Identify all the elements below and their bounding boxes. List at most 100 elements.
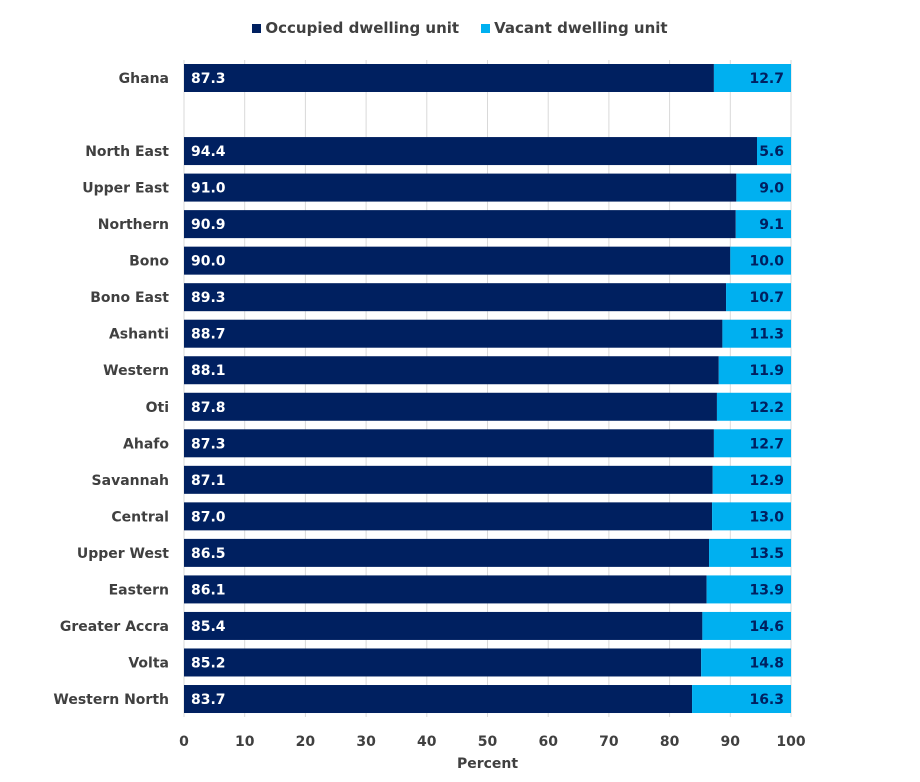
legend-item-vacant: Vacant dwelling unit (481, 19, 668, 37)
data-label-occupied: 94.4 (191, 144, 226, 160)
data-label-vacant: 16.3 (749, 692, 784, 708)
data-label-occupied: 86.5 (191, 546, 226, 562)
data-label-vacant: 13.5 (749, 546, 784, 562)
category-label: Western North (53, 692, 169, 708)
data-label-vacant: 9.1 (759, 217, 784, 233)
data-label-vacant: 11.3 (749, 327, 784, 343)
x-tick-label: 90 (721, 734, 741, 750)
category-label: Greater Accra (60, 619, 169, 635)
bar-occupied (184, 137, 758, 166)
legend-item-occupied: Occupied dwelling unit (252, 19, 459, 37)
x-tick-label: 0 (179, 734, 189, 750)
data-label-occupied: 87.1 (191, 473, 226, 489)
data-label-vacant: 14.6 (749, 619, 784, 635)
data-label-vacant: 9.0 (759, 181, 784, 197)
x-tick-label: 30 (356, 734, 376, 750)
bar-occupied (184, 64, 714, 92)
bar-vacant (709, 538, 791, 567)
data-label-occupied: 90.9 (191, 217, 226, 233)
bar-occupied (184, 611, 703, 640)
bar-occupied (184, 356, 719, 385)
x-tick-label: 10 (235, 734, 255, 750)
legend: Occupied dwelling unit Vacant dwelling u… (0, 19, 920, 37)
data-label-occupied: 90.0 (191, 254, 226, 270)
x-tick-label: 20 (296, 734, 316, 750)
bar-vacant (730, 246, 791, 275)
x-tick-label: 70 (599, 734, 619, 750)
x-tick-label: 60 (538, 734, 558, 750)
data-label-occupied: 87.8 (191, 400, 226, 416)
category-label: Upper East (82, 181, 169, 197)
data-label-vacant: 12.9 (749, 473, 784, 489)
bar-vacant (736, 173, 791, 202)
category-label: Western (103, 363, 169, 379)
legend-label-vacant: Vacant dwelling unit (494, 19, 668, 37)
data-label-occupied: 85.2 (191, 655, 226, 671)
bar-occupied (184, 319, 723, 348)
category-label: Volta (128, 655, 169, 671)
category-label: Upper West (77, 546, 169, 562)
category-label: Eastern (109, 582, 169, 598)
bar-vacant (757, 137, 791, 166)
x-tick-label: 80 (660, 734, 680, 750)
data-label-occupied: 86.1 (191, 582, 226, 598)
bar-vacant (712, 465, 791, 494)
category-label: Oti (146, 400, 169, 416)
bar-vacant (713, 429, 791, 458)
data-label-occupied: 87.3 (191, 436, 226, 452)
bar-vacant (726, 283, 791, 312)
data-label-vacant: 10.0 (749, 254, 784, 270)
data-label-occupied: 83.7 (191, 692, 226, 708)
bar-occupied (184, 210, 736, 239)
bar-vacant (713, 64, 791, 92)
legend-label-occupied: Occupied dwelling unit (265, 19, 460, 37)
category-label: Savannah (92, 473, 169, 489)
data-label-vacant: 12.7 (749, 436, 784, 452)
category-label: Ghana (119, 71, 169, 87)
bar-occupied (184, 465, 713, 494)
category-label: Bono East (90, 290, 169, 306)
bar-occupied (184, 575, 707, 604)
bar-vacant (722, 319, 791, 348)
bar-vacant (712, 502, 791, 531)
bar-occupied (184, 283, 727, 312)
bar-occupied (184, 429, 714, 458)
category-label: Ashanti (109, 327, 169, 343)
bar-vacant (735, 210, 791, 239)
data-label-occupied: 91.0 (191, 181, 226, 197)
data-label-occupied: 87.0 (191, 509, 226, 525)
data-label-vacant: 13.0 (749, 509, 784, 525)
bar-occupied (184, 538, 710, 567)
data-label-vacant: 10.7 (749, 290, 784, 306)
x-tick-label: 50 (478, 734, 498, 750)
category-label: Northern (98, 217, 169, 233)
data-label-occupied: 85.4 (191, 619, 226, 635)
bar-occupied (184, 502, 713, 531)
legend-swatch-occupied (252, 23, 262, 33)
bar-vacant (706, 575, 791, 604)
data-label-vacant: 14.8 (749, 655, 784, 671)
bar-vacant (692, 685, 791, 714)
category-label: Ahafo (123, 436, 169, 452)
bar-occupied (184, 246, 731, 275)
data-label-vacant: 12.7 (749, 71, 784, 87)
bar-vacant (718, 356, 791, 385)
bar-occupied (184, 648, 702, 677)
data-label-occupied: 88.7 (191, 327, 226, 343)
category-label: Central (111, 509, 169, 525)
bar-occupied (184, 685, 693, 714)
data-label-occupied: 88.1 (191, 363, 226, 379)
data-label-occupied: 89.3 (191, 290, 226, 306)
bar-occupied (184, 173, 737, 202)
data-label-vacant: 12.2 (749, 400, 784, 416)
data-label-vacant: 13.9 (749, 582, 784, 598)
category-label: Bono (129, 254, 169, 270)
x-tick-label: 100 (776, 734, 805, 750)
data-label-vacant: 11.9 (749, 363, 784, 379)
bar-occupied (184, 392, 717, 421)
data-label-occupied: 87.3 (191, 71, 226, 87)
category-label: North East (85, 144, 169, 160)
data-label-vacant: 5.6 (759, 144, 784, 160)
